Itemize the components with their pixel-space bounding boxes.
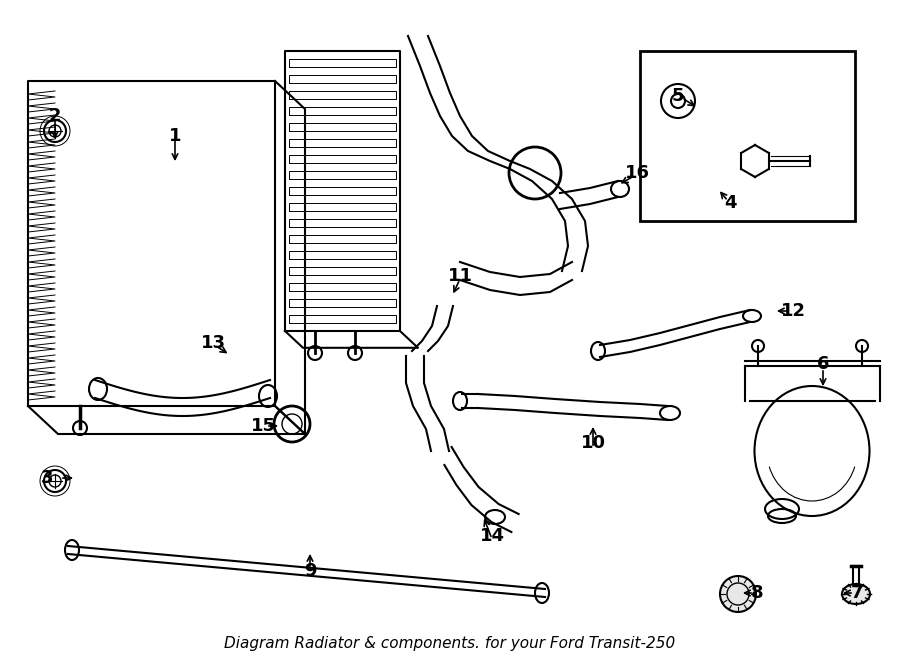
Text: 3: 3 xyxy=(40,469,53,487)
Text: 4: 4 xyxy=(724,194,736,212)
Text: Diagram Radiator & components. for your Ford Transit-250: Diagram Radiator & components. for your … xyxy=(224,636,676,651)
Text: 9: 9 xyxy=(304,562,316,580)
Bar xyxy=(640,51,855,221)
Circle shape xyxy=(720,576,756,612)
Text: 15: 15 xyxy=(250,417,275,435)
Text: 8: 8 xyxy=(751,584,763,602)
Text: 10: 10 xyxy=(580,434,606,452)
Text: 14: 14 xyxy=(480,527,505,545)
Text: 11: 11 xyxy=(447,267,473,285)
Ellipse shape xyxy=(842,584,870,604)
Text: 13: 13 xyxy=(201,334,226,352)
Text: 5: 5 xyxy=(671,87,684,105)
Text: 6: 6 xyxy=(817,355,829,373)
Text: 2: 2 xyxy=(49,107,61,125)
Text: 7: 7 xyxy=(850,584,863,602)
Text: 16: 16 xyxy=(625,164,650,182)
Text: 1: 1 xyxy=(169,127,181,145)
Text: 12: 12 xyxy=(780,302,806,320)
